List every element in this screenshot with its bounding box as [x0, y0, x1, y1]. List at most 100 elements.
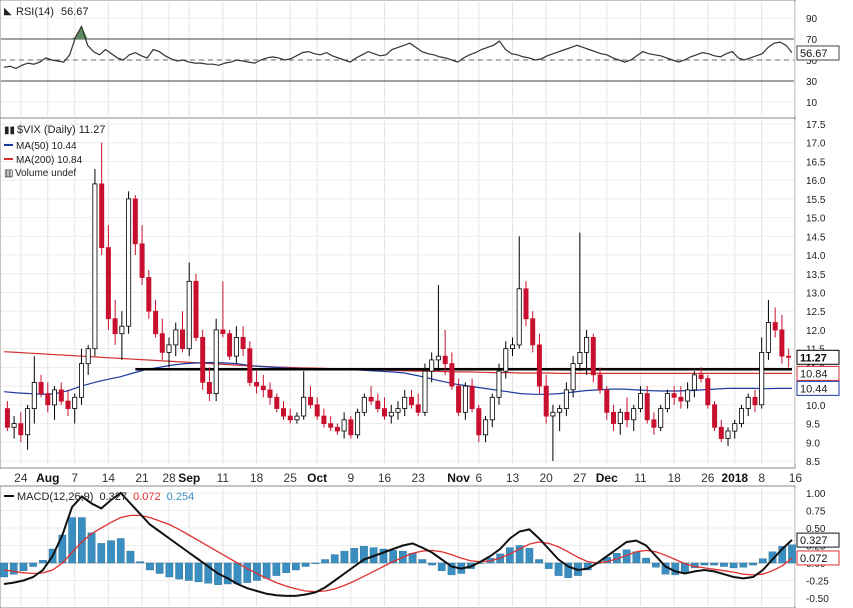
- ma50-line: [3, 361, 792, 395]
- date-tick-label: 13: [506, 471, 520, 485]
- candle-body: [328, 423, 334, 428]
- symbol-label: $VIX (Daily) 11.27: [17, 124, 105, 136]
- macd-histogram-bar: [175, 562, 184, 580]
- candle-body: [739, 408, 745, 425]
- date-tick-label: Oct: [307, 471, 327, 485]
- candle-body: [415, 404, 421, 413]
- rsi-panel: [0, 0, 796, 119]
- date-tick-label: 27: [573, 471, 587, 485]
- macd-histogram-bar: [788, 544, 796, 564]
- macd-histogram-bar: [292, 562, 300, 571]
- candle-body: [685, 389, 691, 402]
- macd-histogram-bar: [165, 562, 174, 578]
- macd-histogram-bar: [428, 562, 436, 566]
- candle-body: [388, 411, 394, 417]
- macd-tick-label: -0.25: [806, 577, 829, 588]
- candle-body: [294, 415, 300, 421]
- candle-body: [193, 280, 199, 338]
- candle-body: [658, 408, 664, 428]
- candle-body: [213, 329, 219, 394]
- date-tick-label: 18: [667, 471, 681, 485]
- macd-tick-label: 1.00: [806, 489, 826, 500]
- macd-line: [3, 491, 793, 597]
- svg-text:MACD(12,26,9) 0.327: MACD(12,26,9) 0.327 0.072 0.254: [17, 491, 194, 503]
- rsi-value: 56.67: [61, 6, 89, 18]
- macd-histogram-bar: [671, 562, 680, 576]
- date-tick-label: 2018: [721, 471, 748, 485]
- macd-histogram-bar: [301, 562, 310, 567]
- candle-body: [496, 370, 502, 398]
- candle-body: [597, 374, 603, 391]
- candle-body: [227, 333, 233, 357]
- candle-body: [624, 411, 630, 421]
- candle-body: [105, 247, 111, 320]
- rsi-line: [3, 24, 793, 70]
- candle-body: [698, 374, 704, 379]
- macd-histogram-bar: [321, 559, 329, 564]
- macd-histogram-bar: [525, 548, 534, 564]
- candle-body: [449, 363, 455, 387]
- candle-body: [584, 336, 590, 353]
- candle-body: [678, 396, 684, 402]
- candle-body: [159, 333, 165, 353]
- candle-body: [139, 243, 145, 278]
- candle-body: [557, 408, 563, 413]
- price-tick-label: 12.0: [806, 326, 826, 337]
- candle-body: [186, 280, 192, 350]
- candle-body: [79, 363, 85, 398]
- price-legend: ▮▮ $VIX (Daily) 11.27 MA(50) 10.44 MA(20…: [4, 124, 105, 179]
- candle-body: [220, 329, 226, 334]
- date-tick-label: 11: [634, 471, 647, 485]
- last-price-tag-box: [796, 349, 840, 365]
- date-tick-label: 7: [71, 471, 78, 485]
- macd-histogram-bar: [642, 557, 650, 564]
- macd-histogram-bar: [77, 517, 86, 564]
- macd-histogram-bar: [340, 550, 349, 564]
- date-tick-label: 21: [135, 471, 149, 485]
- macd-tick-label: 0.50: [806, 524, 826, 535]
- price-tick-label: 8.5: [806, 457, 820, 468]
- candle-body: [759, 351, 765, 406]
- date-tick-label: 20: [539, 471, 553, 485]
- candle-body: [563, 389, 569, 409]
- candle-body: [361, 396, 367, 413]
- price-tick-label: 17.5: [806, 120, 826, 131]
- candle-body: [516, 288, 522, 346]
- candle-body: [577, 351, 583, 364]
- date-tick-label: 28: [162, 471, 176, 485]
- candle-body: [247, 348, 253, 383]
- macd-histogram-bar: [29, 562, 38, 567]
- date-tick-label: Dec: [596, 471, 618, 485]
- candle-body: [462, 385, 468, 413]
- candle-body: [179, 329, 185, 349]
- volume-label: Volume undef: [15, 168, 76, 179]
- rsi-label: RSI(14): [16, 6, 54, 18]
- date-tick-label: Aug: [36, 471, 59, 485]
- candle-body: [765, 322, 771, 353]
- signal-tag-box: [796, 550, 840, 566]
- axis-layer: 24 Aug 7 14 21 28 Sep 11 18 25 Oct 9 16 23 Nov 6 13 20 27 D…: [14, 14, 840, 605]
- macd-histogram-bar: [729, 562, 738, 569]
- macd-histogram-bar: [720, 562, 728, 567]
- candle-body: [99, 183, 105, 248]
- rsi-tick-label: 90: [806, 14, 818, 25]
- macd-histogram-bar: [9, 562, 18, 575]
- macd-histogram-bar: [272, 562, 281, 576]
- candle-body: [146, 277, 152, 312]
- candle-body: [11, 423, 17, 428]
- candle-body: [72, 396, 78, 409]
- candle-body: [287, 415, 293, 421]
- candle-body: [200, 336, 206, 383]
- date-tick-label: 16: [378, 471, 392, 485]
- candle-body: [314, 404, 320, 417]
- price-tick-label: 14.0: [806, 251, 826, 262]
- price-tick-label: 9.0: [806, 438, 820, 449]
- candle-body: [375, 400, 381, 410]
- candle-body: [718, 426, 724, 439]
- macd-header: MACD(12,26,9) 0.327 0.072 0.254: [4, 491, 194, 503]
- macd-histogram-bar: [194, 562, 203, 583]
- ma200-tag: 10.84: [800, 368, 828, 380]
- macd-tag-box: [796, 532, 840, 548]
- price-tick-label: 16.5: [806, 157, 826, 168]
- macd-tick-label: 0.75: [806, 507, 826, 518]
